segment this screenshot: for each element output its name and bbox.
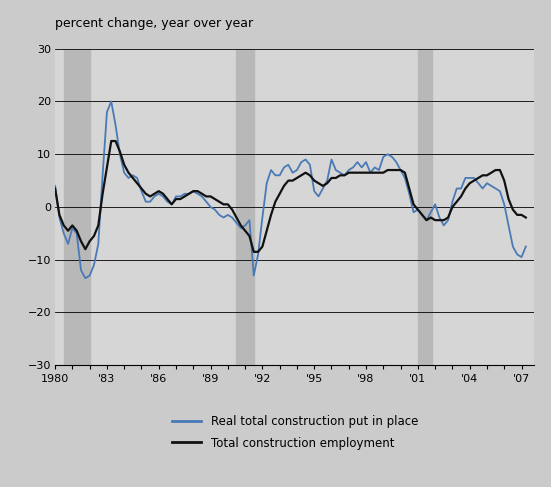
Bar <box>418 49 432 365</box>
Legend: Real total construction put in place, Total construction employment: Real total construction put in place, To… <box>171 415 418 450</box>
Bar <box>64 49 90 365</box>
Bar <box>236 49 254 365</box>
Text: percent change, year over year: percent change, year over year <box>55 17 253 30</box>
